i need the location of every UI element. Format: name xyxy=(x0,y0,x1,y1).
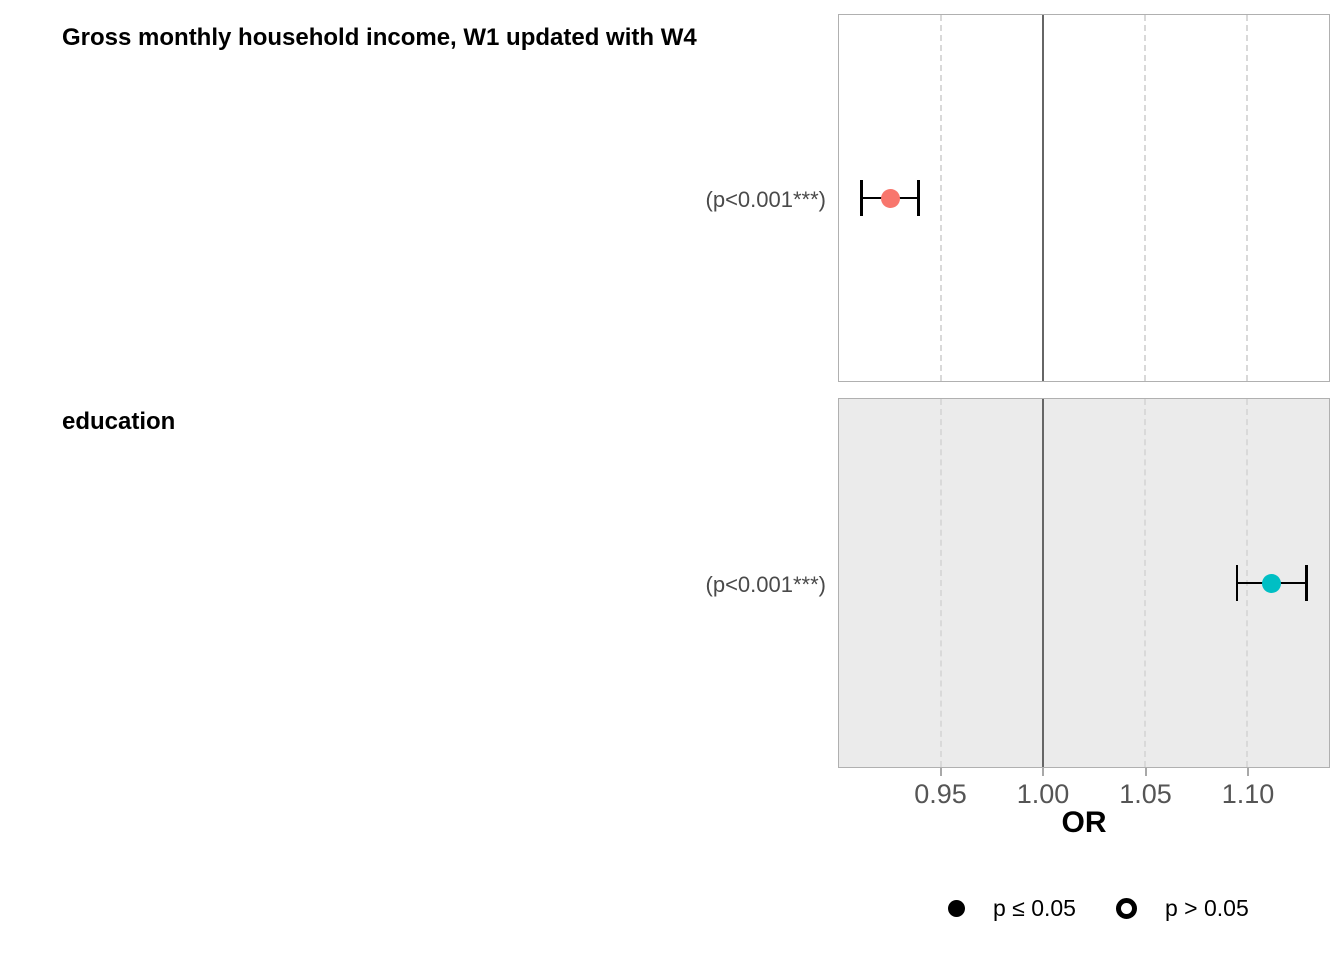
p-value-label-education: (p<0.001***) xyxy=(705,572,826,597)
gridline xyxy=(940,15,943,381)
gridline xyxy=(1246,15,1249,381)
legend-item-nonsignificant: p > 0.05 xyxy=(1115,894,1249,922)
x-tick xyxy=(1042,768,1044,776)
x-axis: 0.95 1.00 1.05 1.10 xyxy=(838,768,1330,828)
x-tick-label: 1.00 xyxy=(1016,779,1070,809)
x-tick-label: 1.10 xyxy=(1221,779,1275,809)
panel-education xyxy=(838,398,1330,768)
ci-cap-right xyxy=(1305,565,1308,601)
legend-item-significant: p ≤ 0.05 xyxy=(948,895,1076,922)
legend-label-nonsignificant: p > 0.05 xyxy=(1164,894,1249,921)
panel-income xyxy=(838,14,1330,382)
open-circle-icon xyxy=(1115,897,1137,919)
legend-label-significant: p ≤ 0.05 xyxy=(993,894,1076,921)
reference-line xyxy=(1041,399,1045,767)
facet-label-education: education xyxy=(62,408,176,435)
filled-circle-icon xyxy=(948,899,965,917)
gridline xyxy=(1144,15,1147,381)
x-tick xyxy=(1247,768,1249,776)
x-tick xyxy=(1144,768,1147,776)
p-value-label-income: (p<0.001***) xyxy=(705,187,826,212)
x-axis-title: OR xyxy=(1061,806,1107,839)
x-tick xyxy=(939,768,942,776)
legend: p ≤ 0.05 p > 0.05 xyxy=(948,888,1249,928)
x-tick-label: 0.95 xyxy=(914,779,967,809)
or-point xyxy=(880,188,900,208)
gridline xyxy=(1144,399,1147,767)
gridline xyxy=(940,399,943,767)
x-tick-label: 1.05 xyxy=(1119,779,1172,809)
facet-label-income: Gross monthly household income, W1 updat… xyxy=(62,24,697,51)
ci-cap-right xyxy=(917,180,920,216)
ci-cap-left xyxy=(860,180,863,216)
reference-line xyxy=(1041,15,1045,381)
or-point xyxy=(1262,573,1282,593)
ci-cap-left xyxy=(1235,565,1239,601)
